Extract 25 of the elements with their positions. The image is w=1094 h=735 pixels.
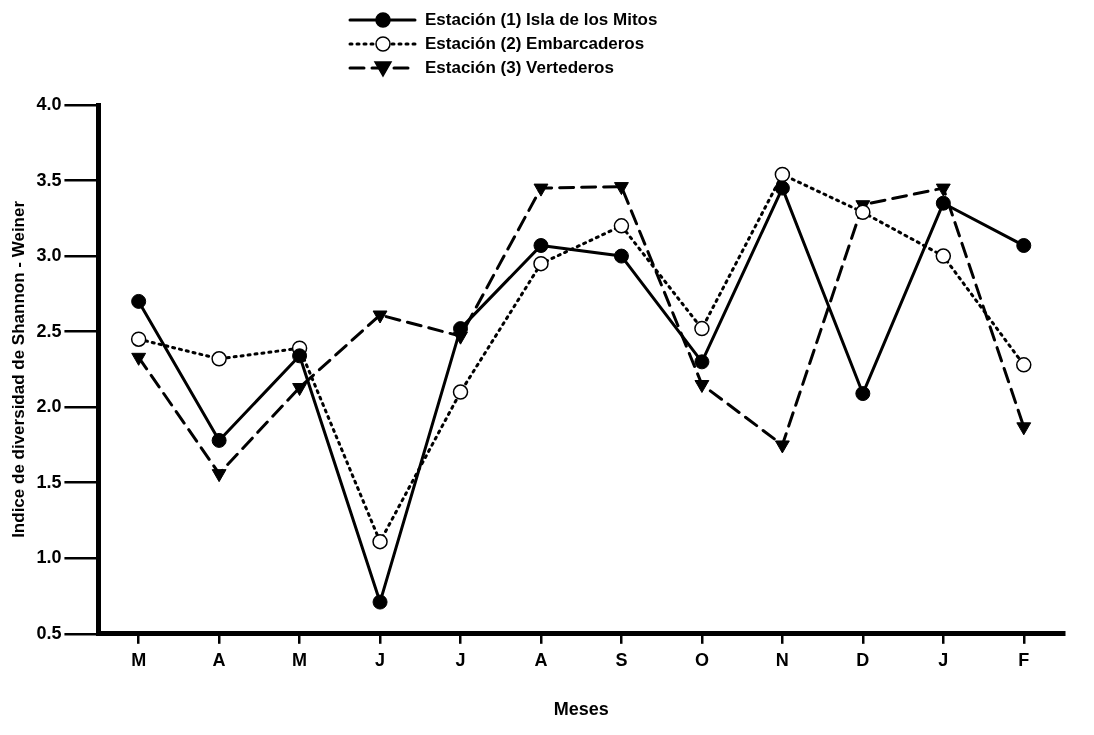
y-tick-label: 3.5 <box>36 169 62 190</box>
x-axis-title: Meses <box>553 699 609 720</box>
x-tick-label: J <box>375 649 386 670</box>
y-tick-label: 2.5 <box>36 320 62 341</box>
y-tick-label: 0.5 <box>36 622 62 643</box>
y-tick-label: 3.0 <box>36 245 62 266</box>
y-tick-label: 2.0 <box>36 396 62 417</box>
legend-label: Estación (3) Vertederos <box>425 57 614 77</box>
legend-label: Estación (1) Isla de los Mitos <box>425 9 658 29</box>
x-tick-label: M <box>131 649 147 670</box>
legend-label: Estación (2) Embarcaderos <box>425 33 645 53</box>
y-tick-label: 1.5 <box>36 471 62 492</box>
x-tick-label: J <box>938 649 949 670</box>
y-axis-title: Indice de diversidad de Shannon - Weiner <box>8 200 28 538</box>
x-tick-label: O <box>694 649 709 670</box>
x-tick-label: M <box>292 649 308 670</box>
x-tick-label: J <box>455 649 466 670</box>
x-tick-label: N <box>775 649 789 670</box>
y-tick-label: 4.0 <box>36 93 62 114</box>
x-tick-label: F <box>1018 649 1030 670</box>
x-tick-label: A <box>212 649 226 670</box>
x-tick-label: S <box>615 649 628 670</box>
x-tick-label: D <box>856 649 870 670</box>
y-tick-label: 1.0 <box>36 547 62 568</box>
x-tick-label: A <box>534 649 548 670</box>
